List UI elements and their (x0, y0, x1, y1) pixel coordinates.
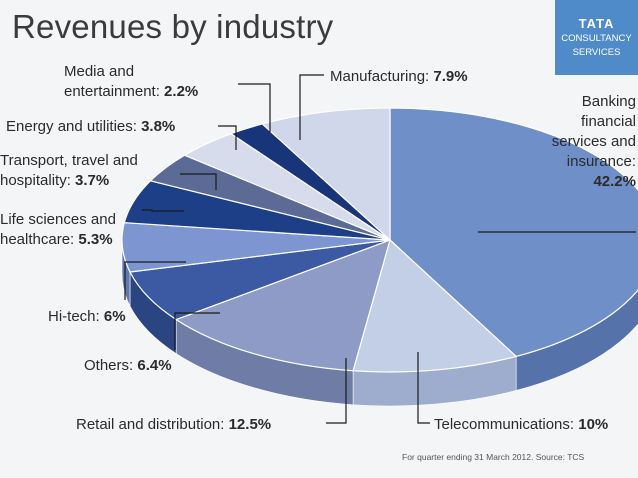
slice-label-5-line-1: healthcare: 5.3% (0, 231, 113, 248)
slice-label-3: Others: 6.4% (84, 357, 172, 374)
slice-value-3: 6.4% (133, 357, 171, 374)
leader-line-6 (180, 173, 217, 190)
slice-value-9: 7.9% (429, 68, 467, 85)
slice-value-0: 42.2% (593, 173, 636, 190)
slice-label-0-line-3: insurance: (567, 153, 636, 170)
slice-value-7: 3.8% (137, 118, 175, 135)
slice-label-6-line-0: Transport, travel and (0, 152, 138, 169)
slice-value-4: 6% (100, 308, 126, 325)
slice-label-0: Banking financial services and insurance: 42… (552, 93, 636, 190)
slice-label-5-line-0: Life sciences and (0, 211, 116, 228)
slice-label-5: Life sciences and healthcare: 5.3% (0, 211, 116, 248)
slice-label-1-line-0: Telecommunications: 10% (434, 416, 608, 433)
slice-value-2: 12.5% (224, 416, 271, 433)
footnote: For quarter ending 31 March 2012. Source… (402, 452, 585, 462)
leader-line-5 (142, 209, 184, 212)
leader-line-7 (218, 125, 237, 150)
slice-label-8: Media and entertainment: 2.2% (64, 63, 198, 100)
leader-line-2 (326, 358, 347, 424)
pie-slices (121, 107, 638, 373)
slice-label-8-line-0: Media and (64, 63, 134, 80)
slice-label-8-line-1: entertainment: 2.2% (64, 83, 198, 100)
slice-label-4-line-0: Hi-tech: 6% (48, 308, 126, 325)
logo-line2: SERVICES (572, 47, 621, 58)
slice-value-1: 10% (574, 416, 608, 433)
pie-slice-1 (352, 238, 518, 373)
leader-line-9 (299, 74, 324, 140)
slice-label-0-line-0: Banking (582, 93, 636, 110)
logo-brand: TATA (578, 16, 615, 31)
slice-value-5: 5.3% (74, 231, 112, 248)
slice-label-0-line-2: services and (552, 133, 636, 150)
pie-slice-2 (174, 239, 391, 372)
slice-label-4: Hi-tech: 6% (48, 308, 126, 325)
tcs-logo: TATA CONSULTANCY SERVICES (555, 0, 638, 75)
leader-line-4 (124, 261, 186, 300)
slice-value-6: 3.7% (71, 172, 109, 189)
slice-label-1: Telecommunications: 10% (434, 416, 608, 433)
leader-line-8 (238, 83, 271, 132)
slice-label-9: Manufacturing: 7.9% (330, 68, 468, 85)
pie-labels: Banking financial services and insurance: 42… (0, 63, 636, 433)
leader-line-1 (417, 352, 430, 424)
slice-label-7-line-0: Energy and utilities: 3.8% (6, 118, 175, 135)
page-title: Revenues by industry (12, 8, 334, 45)
slice-label-2: Retail and distribution: 12.5% (76, 416, 271, 433)
slice-label-7: Energy and utilities: 3.8% (6, 118, 175, 135)
pie-slice-9 (261, 107, 391, 242)
leader-line-3 (174, 312, 220, 350)
logo-line1: CONSULTANCY (561, 33, 632, 44)
slice-label-9-line-0: Manufacturing: 7.9% (330, 68, 468, 85)
slice-value-8: 2.2% (160, 83, 198, 100)
slice-label-3-line-0: Others: 6.4% (84, 357, 172, 374)
slice-label-2-line-0: Retail and distribution: 12.5% (76, 416, 271, 433)
slice-label-6: Transport, travel and hospitality: 3.7% (0, 152, 138, 189)
slice-label-0-line-1: financial (581, 113, 636, 130)
slice-label-6-line-1: hospitality: 3.7% (0, 172, 109, 189)
